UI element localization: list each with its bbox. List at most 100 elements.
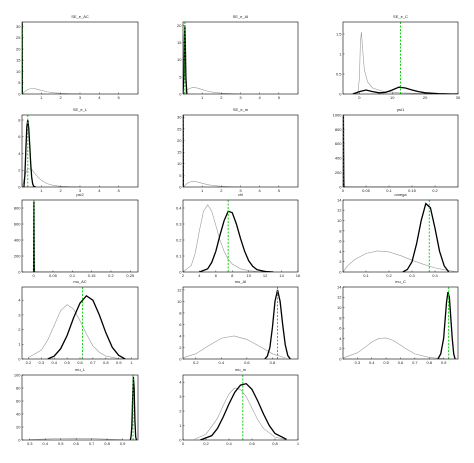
y-tick-label: 200 [335,170,342,175]
y-tick-label: 30 [177,115,182,120]
y-tick-label: 4 [179,333,182,338]
x-tick-label: 5 [118,188,121,193]
y-tick-label: 4 [18,151,21,156]
y-tick-label: 10 [177,57,182,62]
y-tick-label: 5 [179,74,182,79]
y-tick-label: 6 [339,326,342,331]
x-tick-label: 0.1 [363,273,369,278]
posterior-density-line [200,382,287,440]
y-tick-label: 15 [177,40,182,45]
y-tick-label: 0 [18,437,21,442]
x-tick-label: 0.5 [383,360,389,365]
x-tick-label: 0.8 [270,360,276,365]
x-tick-label: 0 [342,188,345,193]
y-tick-label: 15 [16,58,21,63]
x-tick-label: 0.3 [27,441,33,446]
x-tick-label: 14 [279,273,284,278]
y-tick-label: 0 [179,184,182,189]
y-tick-label: 200 [14,253,21,258]
panel-13: mu_m 0 0.2 0.4 0.6 0.8 1 0 1 2 3 4 [179,367,300,446]
y-tick-label: 3 [18,312,21,317]
x-tick-label: 0.8 [426,360,432,365]
x-tick-label: 1 [201,188,204,193]
panel-9: mu_AC 0.2 0.3 0.4 0.5 0.6 0.7 0.8 0.9 1 0 1 2 3 4 [18,279,139,365]
y-tick-label: 12 [337,208,342,213]
panel-5: psi1 0 0.05 0.1 0.15 0.2 0 200 400 600 800 1000 [333,107,459,193]
panel-title: mu_AI [235,279,247,284]
axes-frame [21,199,139,273]
x-tick-label: 0.05 [49,273,58,278]
panel-3: SE_e_L 1 2 3 4 5 0 2 4 6 8 [18,107,139,193]
y-tick-label: 0 [339,91,342,96]
x-tick-label: 0.6 [73,441,79,446]
prior-density-line [194,387,287,440]
y-tick-label: 600 [14,221,21,226]
x-tick-label: 5 [278,95,281,100]
panel-title: chi [238,192,243,197]
y-tick-label: 1 [339,51,342,56]
panel-0: SE_e_AC 1 2 3 4 5 0 5 10 15 20 25 30 [16,14,139,100]
x-tick-label: 2 [60,188,63,193]
x-tick-label: 4 [259,188,262,193]
y-tick-label: 2 [179,409,182,414]
panel-title: SE_e_L [73,107,88,112]
axes-frame [182,286,299,360]
x-tick-label: 4 [98,188,101,193]
prior-density-line [183,87,241,94]
axes-frame [182,21,299,95]
panel-title: mu_C [395,279,406,284]
axes-frame [21,114,139,188]
prior-density-line [343,337,444,359]
x-tick-label: 0.8 [103,360,109,365]
panel-1: SE_e_AI 1 2 3 4 5 0 5 10 15 20 [177,14,299,100]
x-tick-label: 0 [32,273,35,278]
x-tick-label: 1 [297,441,300,446]
x-tick-label: 0.8 [272,441,278,446]
y-tick-label: 100 [14,372,21,377]
x-tick-label: 0.4 [226,441,232,446]
x-tick-label: 5 [118,95,121,100]
x-tick-label: 4 [98,95,101,100]
y-tick-label: 12 [337,295,342,300]
x-tick-label: 0.6 [77,360,83,365]
panel-title: mu_L [75,367,86,372]
y-tick-label: 14 [337,284,342,289]
y-tick-label: 0 [179,437,182,442]
axes-frame [21,286,139,360]
y-tick-label: 40 [16,411,21,416]
x-tick-label: 0.1 [386,188,392,193]
x-tick-label: 0.7 [90,360,96,365]
y-tick-label: 15 [177,150,182,155]
y-tick-label: 6 [179,322,182,327]
y-tick-label: 0 [339,356,342,361]
y-tick-label: 10 [177,299,182,304]
x-tick-label: 0.2 [108,273,114,278]
y-tick-label: 10 [337,305,342,310]
x-tick-label: 0.4 [369,360,375,365]
y-tick-label: 0 [18,356,21,361]
x-tick-label: 3 [239,95,242,100]
panel-title: SE_e_C [393,14,408,19]
y-tick-label: 20 [177,138,182,143]
x-tick-label: 2 [60,95,63,100]
y-tick-label: 8 [179,310,182,315]
x-tick-label: 10 [246,273,251,278]
y-tick-label: 0 [179,269,182,274]
x-tick-label: 0.2 [386,273,392,278]
prior-density-line [183,180,241,187]
x-tick-label: 0.3 [409,273,415,278]
x-tick-label: 0.15 [408,188,417,193]
y-tick-label: 10 [177,161,182,166]
y-tick-label: 0 [339,184,342,189]
y-tick-label: 20 [177,23,182,28]
x-tick-label: 0.2 [203,441,209,446]
y-tick-label: 25 [177,126,182,131]
y-tick-label: 1.5 [336,31,342,36]
y-tick-label: 800 [335,127,342,132]
x-tick-label: 1 [40,188,43,193]
x-tick-label: 1 [40,95,43,100]
axes-frame [21,21,139,95]
y-tick-label: 2 [339,259,342,264]
y-tick-label: 1000 [333,112,343,117]
panel-11: mu_C 0.3 0.4 0.5 0.6 0.7 0.8 0.9 0 2 4 6 8 10 12 14 [337,279,459,365]
